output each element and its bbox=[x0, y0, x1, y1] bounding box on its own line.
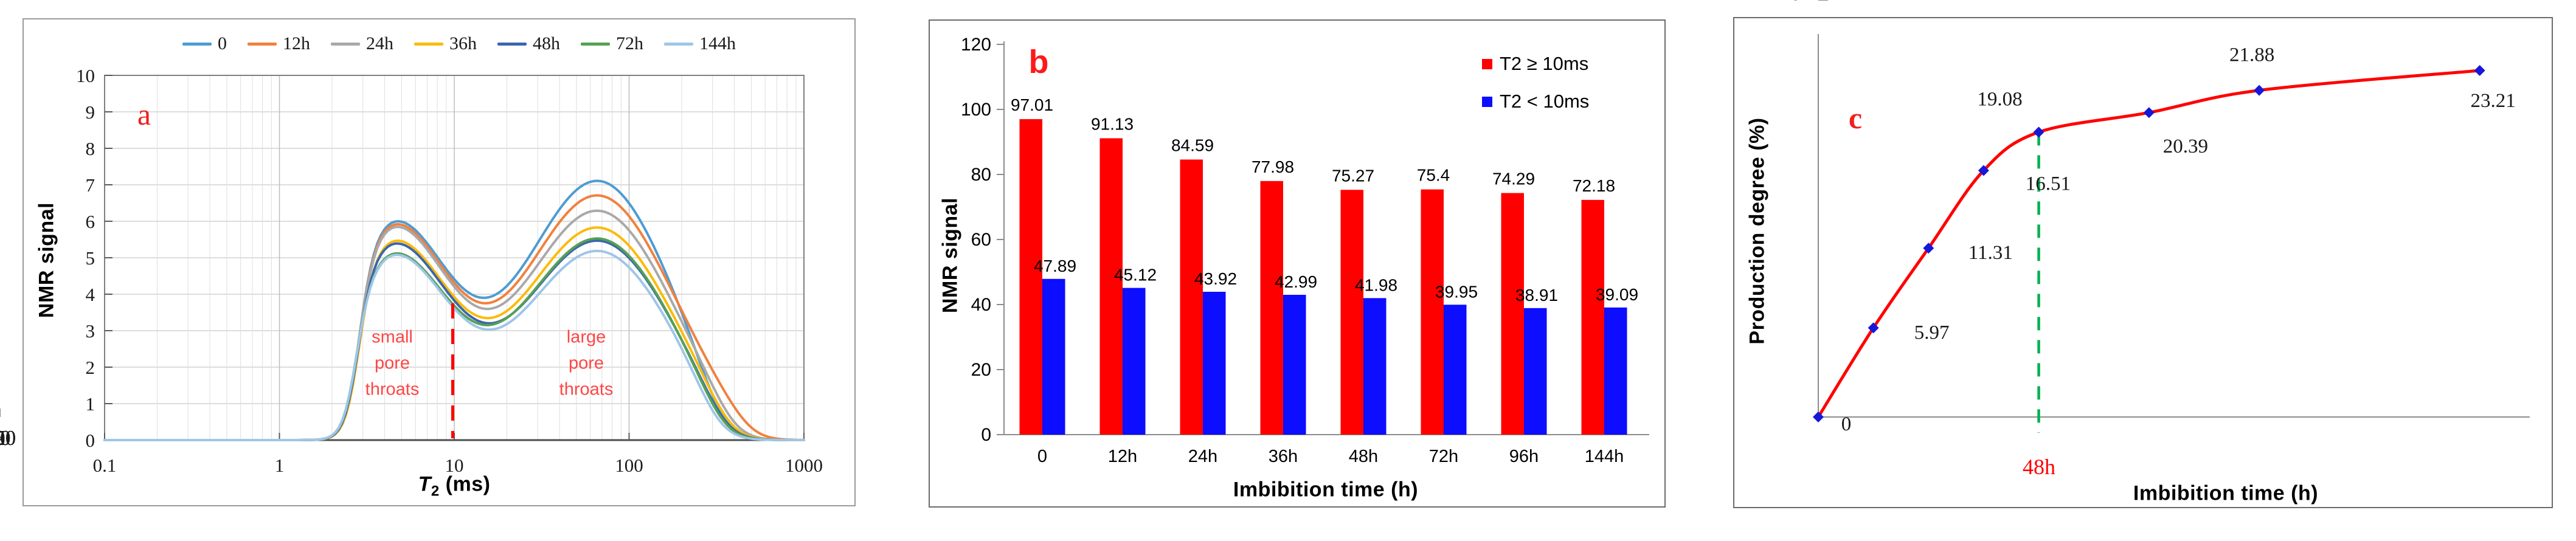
panel-a-legend: 0 12h 24h 36h 48h 72h 144h bbox=[122, 30, 797, 57]
legend-label-t2-ge-10ms: T2 ≥ 10ms bbox=[1500, 53, 1589, 74]
panel-b-x-axis-title: Imbibition time (h) bbox=[1233, 478, 1419, 501]
t2-subscript: 2 bbox=[431, 483, 440, 500]
t2-symbol: T bbox=[418, 472, 431, 496]
line-swatch bbox=[581, 42, 610, 46]
legend-item-0: 0 bbox=[182, 33, 227, 54]
legend-item-72h: 72h bbox=[581, 33, 643, 54]
line-swatch bbox=[331, 42, 360, 46]
panel-b-y-axis-title: NMR signal bbox=[938, 197, 962, 314]
panel-b-legend: T2 ≥ 10ms T2 < 10ms bbox=[1482, 53, 1589, 112]
legend-item-t2-ge-10ms: T2 ≥ 10ms bbox=[1482, 53, 1589, 74]
legend-item-24h: 24h bbox=[331, 33, 393, 54]
x-tick-label: 60 bbox=[0, 426, 11, 450]
legend-label: 144h bbox=[699, 33, 736, 53]
legend-label-t2-lt-10ms: T2 < 10ms bbox=[1500, 91, 1590, 112]
legend-item-48h: 48h bbox=[497, 33, 560, 54]
legend-label: 0 bbox=[218, 33, 227, 53]
panel-c-letter: c bbox=[1848, 101, 1863, 135]
line-swatch bbox=[248, 42, 277, 46]
t2-unit: (ms) bbox=[439, 472, 491, 496]
x-tick-label: 0 bbox=[0, 426, 5, 450]
panel-a-letter: a bbox=[137, 97, 151, 131]
y-tick-label: 15 bbox=[1780, 0, 1801, 5]
x-tick-label: 150 bbox=[0, 426, 16, 450]
line-swatch bbox=[497, 42, 527, 46]
y-tick-label: 5 bbox=[1791, 0, 1802, 5]
line-swatch bbox=[664, 42, 693, 46]
panel-a-y-axis-title: NMR signal bbox=[35, 202, 58, 319]
x-tick-label: 90 bbox=[0, 426, 11, 450]
panel-c-x-axis-title: Imbibition time (h) bbox=[2133, 481, 2319, 505]
line-swatch bbox=[182, 42, 212, 46]
y-tick-label: 25 bbox=[1780, 0, 1801, 5]
legend-label: 72h bbox=[616, 33, 643, 53]
legend-item-144h: 144h bbox=[664, 33, 736, 54]
panel-c-y-axis-title: Production degree (%) bbox=[1745, 117, 1769, 345]
legend-label: 36h bbox=[449, 33, 477, 53]
panel-a-x-axis-title: T2 (ms) bbox=[418, 473, 491, 500]
blue-square-swatch bbox=[1482, 96, 1492, 107]
legend-item-36h: 36h bbox=[414, 33, 477, 54]
legend-label: 12h bbox=[283, 33, 310, 53]
x-tick-label: 30 bbox=[0, 426, 11, 450]
y-tick-label: 20 bbox=[1780, 0, 1801, 5]
legend-item-t2-lt-10ms: T2 < 10ms bbox=[1482, 91, 1589, 112]
annotation-small-pore-throats: small pore throats bbox=[365, 327, 420, 399]
red-square-swatch bbox=[1482, 58, 1492, 69]
legend-label: 48h bbox=[533, 33, 560, 53]
panel-c-frame bbox=[1733, 17, 2553, 508]
line-swatch bbox=[414, 42, 443, 46]
panel-b-letter: b bbox=[1028, 44, 1049, 80]
annotation-large-pore-throats: large pore throats bbox=[559, 327, 614, 399]
vline-48h-label: 48h bbox=[2023, 455, 2055, 479]
legend-item-12h: 12h bbox=[248, 33, 310, 54]
y-tick-label: 10 bbox=[1780, 0, 1801, 5]
legend-label: 24h bbox=[366, 33, 393, 53]
y-tick-label: 0 bbox=[1791, 0, 1802, 5]
panel-a-frame bbox=[23, 18, 856, 506]
x-tick-label: 120 bbox=[0, 426, 16, 450]
